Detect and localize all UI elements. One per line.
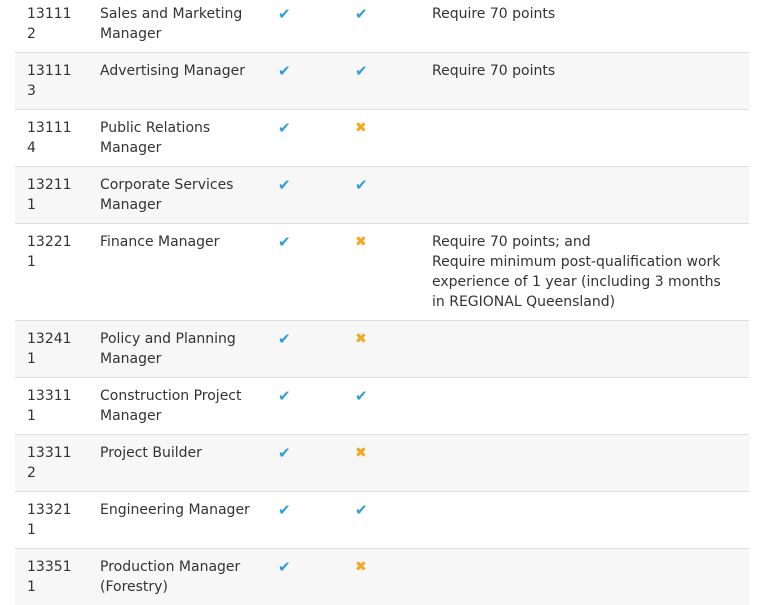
status-cell-2: ✔ [343, 378, 420, 435]
occupation-notes: Require 70 points [420, 0, 749, 53]
status-cell-1: ✔ [266, 435, 343, 492]
status-cell-2: ✖ [343, 549, 420, 605]
status-cell-1: ✔ [266, 549, 343, 605]
occupation-notes [420, 110, 749, 167]
page: { "theme": { "check_color": "#2d9fd9", "… [0, 0, 770, 540]
occupation-row: 133511 Production Manager (Forestry) ✔ ✖ [15, 549, 749, 605]
status-cell-2: ✖ [343, 224, 420, 321]
status-cell-2: ✖ [343, 321, 420, 378]
occupation-notes: Require 70 points [420, 53, 749, 110]
anzsco-code: 133511 [15, 549, 88, 605]
occupation-name: Finance Manager [88, 224, 266, 321]
check-icon: ✔ [278, 232, 291, 252]
occupation-name: Policy and Planning Manager [88, 321, 266, 378]
occupation-notes [420, 321, 749, 378]
status-cell-2: ✖ [343, 435, 420, 492]
occupation-row: 132111 Corporate Services Manager ✔ ✔ [15, 167, 749, 224]
occupation-row: 131113 Advertising Manager ✔ ✔ Require 7… [15, 53, 749, 110]
check-icon: ✔ [278, 4, 291, 24]
occupation-name: Advertising Manager [88, 53, 266, 110]
cross-icon: ✖ [355, 443, 367, 463]
occupation-notes [420, 549, 749, 605]
check-icon: ✔ [278, 118, 291, 138]
occupation-notes [420, 378, 749, 435]
occupation-row: 132411 Policy and Planning Manager ✔ ✖ [15, 321, 749, 378]
cross-icon: ✖ [355, 232, 367, 252]
check-icon: ✔ [278, 557, 291, 577]
status-cell-1: ✔ [266, 321, 343, 378]
status-cell-1: ✔ [266, 167, 343, 224]
status-cell-1: ✔ [266, 224, 343, 321]
status-cell-2: ✔ [343, 53, 420, 110]
check-icon: ✔ [355, 175, 368, 195]
check-icon: ✔ [278, 386, 291, 406]
status-cell-1: ✔ [266, 0, 343, 53]
status-cell-2: ✔ [343, 0, 420, 53]
occupation-notes [420, 435, 749, 492]
occupation-notes: Require 70 points; and Require minimum p… [420, 224, 749, 321]
occupation-name: Public Relations Manager [88, 110, 266, 167]
anzsco-code: 131113 [15, 53, 88, 110]
occupation-name: Corporate Services Manager [88, 167, 266, 224]
occupation-list-container: 131112 Sales and Marketing Manager ✔ ✔ R… [15, 0, 749, 605]
occupation-row: 133111 Construction Project Manager ✔ ✔ [15, 378, 749, 435]
status-cell-2: ✖ [343, 110, 420, 167]
occupation-name: Project Builder [88, 435, 266, 492]
cross-icon: ✖ [355, 118, 367, 138]
occupation-name: Construction Project Manager [88, 378, 266, 435]
anzsco-code: 132111 [15, 167, 88, 224]
check-icon: ✔ [278, 443, 291, 463]
anzsco-code: 131114 [15, 110, 88, 167]
cross-icon: ✖ [355, 329, 367, 349]
status-cell-2: ✔ [343, 167, 420, 224]
check-icon: ✔ [355, 500, 368, 520]
occupation-row: 133112 Project Builder ✔ ✖ [15, 435, 749, 492]
status-cell-1: ✔ [266, 110, 343, 167]
occupation-row: 131114 Public Relations Manager ✔ ✖ [15, 110, 749, 167]
anzsco-code: 131112 [15, 0, 88, 53]
anzsco-code: 133111 [15, 378, 88, 435]
anzsco-code: 132411 [15, 321, 88, 378]
check-icon: ✔ [355, 61, 368, 81]
check-icon: ✔ [278, 329, 291, 349]
check-icon: ✔ [355, 386, 368, 406]
cross-icon: ✖ [355, 557, 367, 577]
check-icon: ✔ [278, 175, 291, 195]
anzsco-code: 132211 [15, 224, 88, 321]
table-body: 131112 Sales and Marketing Manager ✔ ✔ R… [15, 0, 749, 605]
status-cell-1: ✔ [266, 53, 343, 110]
status-cell-1: ✔ [266, 378, 343, 435]
check-icon: ✔ [278, 500, 291, 520]
check-icon: ✔ [355, 4, 368, 24]
occupation-notes [420, 167, 749, 224]
occupation-name: Production Manager (Forestry) [88, 549, 266, 605]
occupation-name: Sales and Marketing Manager [88, 0, 266, 53]
check-icon: ✔ [278, 61, 291, 81]
occupation-list-table: 131112 Sales and Marketing Manager ✔ ✔ R… [15, 0, 749, 605]
occupation-row: 132211 Finance Manager ✔ ✖ Require 70 po… [15, 224, 749, 321]
occupation-row: 131112 Sales and Marketing Manager ✔ ✔ R… [15, 0, 749, 53]
anzsco-code: 133112 [15, 435, 88, 492]
